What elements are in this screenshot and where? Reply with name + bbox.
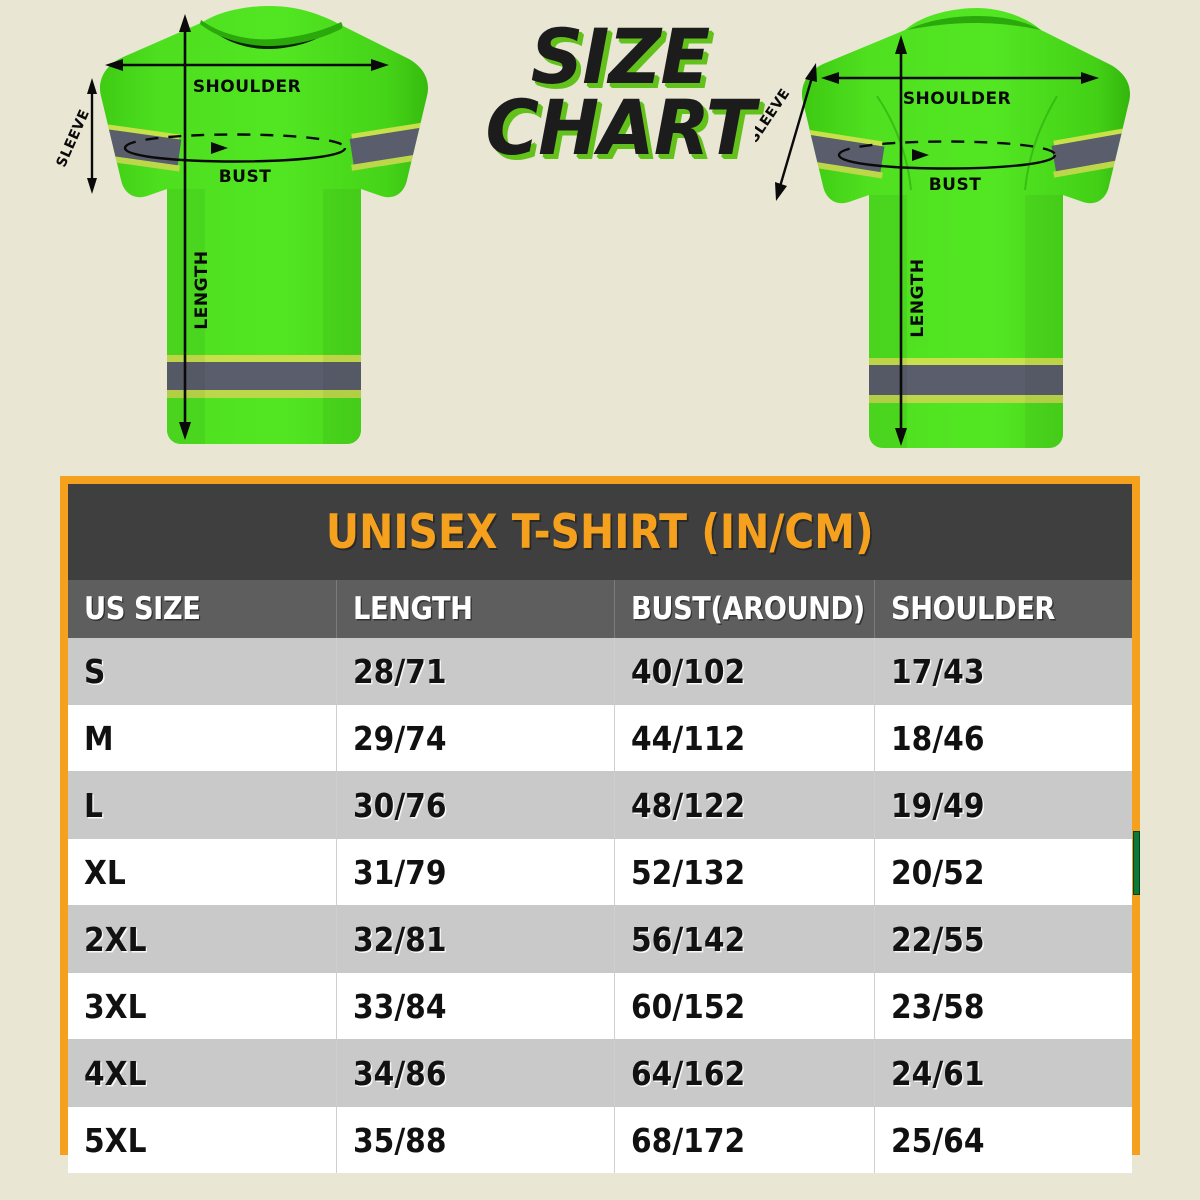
table-header-row: US SIZE LENGTH BUST(AROUND) SHOULDER [68,580,1132,638]
shoulder-arrow-front [105,59,389,71]
shoulder-arrow-back [821,72,1099,84]
cell-length: 33/84 [336,972,616,1040]
cell-bust: 60/152 [614,972,875,1040]
cell-bust: 44/112 [614,704,875,772]
cell-us-size: XL [68,838,337,906]
column-header-length: LENGTH [336,580,616,638]
table-row: M 29/74 44/112 18/46 [68,704,1132,772]
tshirt-front-body [99,6,429,444]
cell-length: 31/79 [336,838,616,906]
table-row: 2XL 32/81 56/142 22/55 [68,905,1132,973]
label-shoulder-front: SHOULDER [193,77,301,97]
label-bust-front: BUST [219,167,272,187]
cell-us-size: 4XL [68,1039,337,1107]
sleeve-arrow-front [87,78,97,194]
illustration-area: SHOULDER BUST LENGTH SLEEVE SIZE CHART [0,0,1200,470]
sleeve-arrow-back [775,63,817,201]
cell-us-size: S [68,638,337,705]
cell-bust: 68/172 [614,1106,875,1173]
cell-length: 35/88 [336,1106,616,1173]
bust-ellipse-front [123,133,347,163]
cell-bust: 64/162 [614,1039,875,1107]
cell-us-size: 3XL [68,972,337,1040]
table-row: XL 31/79 52/132 20/52 [68,838,1132,906]
label-length-back: LENGTH [908,258,928,337]
cell-bust: 52/132 [614,838,875,906]
tshirt-back-illustration: SHOULDER BUST LENGTH SLEEVE [755,0,1175,470]
cell-us-size: M [68,704,337,772]
cell-length: 30/76 [336,771,616,839]
cell-shoulder: 25/64 [874,1106,1132,1173]
cell-us-size: 2XL [68,905,337,973]
tshirt-front-illustration: SHOULDER BUST LENGTH SLEEVE [55,0,475,470]
table-title: UNISEX T-SHIRT (IN/CM) [326,504,874,560]
cell-length: 34/86 [336,1039,616,1107]
cell-bust: 40/102 [614,638,875,705]
cell-length: 32/81 [336,905,616,973]
table-row: S 28/71 40/102 17/43 [68,638,1132,705]
page-title-line-1: SIZE [530,12,711,101]
measurements-table: US SIZE LENGTH BUST(AROUND) SHOULDER S 2… [68,580,1132,1173]
measurement-annotations-front [87,14,389,440]
page-title: SIZE CHART [470,12,770,172]
cell-shoulder: 19/49 [874,771,1132,839]
hem-reflective-stripe [135,355,405,398]
table-row: L 30/76 48/122 19/49 [68,771,1132,839]
table-row: 3XL 33/84 60/152 23/58 [68,972,1132,1040]
cell-bust: 56/142 [614,905,875,973]
table-row: 5XL 35/88 68/172 25/64 [68,1106,1132,1173]
cell-shoulder: 18/46 [874,704,1132,772]
page-title-line-2: CHART [485,82,756,172]
collar-back [907,16,1041,30]
edge-marker [1133,831,1140,895]
label-sleeve-front: SLEEVE [55,107,93,170]
cell-length: 29/74 [336,704,616,772]
length-arrow-back [895,35,907,446]
table-title-band: UNISEX T-SHIRT (IN/CM) [68,484,1132,580]
cell-length: 28/71 [336,638,616,705]
cell-shoulder: 20/52 [874,838,1132,906]
cell-shoulder: 17/43 [874,638,1132,705]
column-header-bust: BUST(AROUND) [614,580,875,638]
cell-us-size: L [68,771,337,839]
label-length-front: LENGTH [192,250,212,329]
tshirt-back-body [801,8,1131,448]
size-table: UNISEX T-SHIRT (IN/CM) US SIZE LENGTH BU… [60,476,1140,1173]
table-row: 4XL 34/86 64/162 24/61 [68,1039,1132,1107]
column-header-shoulder: SHOULDER [874,580,1132,638]
cell-shoulder: 23/58 [874,972,1132,1040]
measurement-annotations-back [775,35,1099,446]
label-bust-back: BUST [929,175,982,195]
cell-us-size: 5XL [68,1106,337,1173]
cell-shoulder: 24/61 [874,1039,1132,1107]
column-header-us-size: US SIZE [68,580,337,638]
cell-bust: 48/122 [614,771,875,839]
length-arrow-front [179,14,191,440]
bust-ellipse-back [837,140,1057,170]
label-shoulder-back: SHOULDER [903,89,1011,109]
collar-front [200,20,343,50]
cell-shoulder: 22/55 [874,905,1132,973]
